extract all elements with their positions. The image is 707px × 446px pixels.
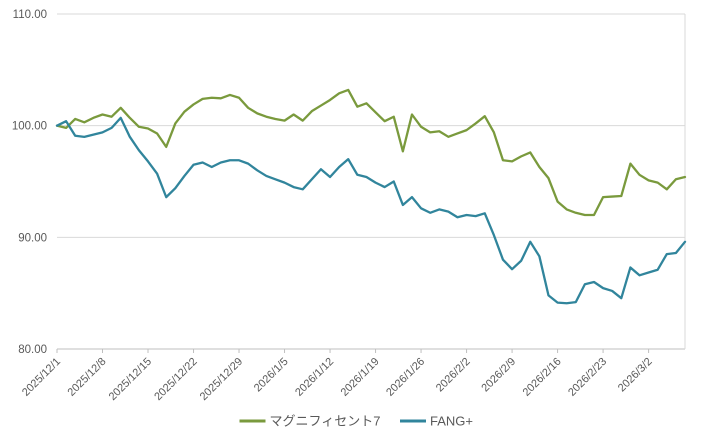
x-axis-label-4: 2025/12/29 xyxy=(198,356,245,403)
x-axis-label-12: 2026/2/23 xyxy=(566,356,609,399)
x-axis-label-11: 2026/2/16 xyxy=(521,356,564,399)
y-axis-label-100: 100.00 xyxy=(12,121,47,133)
x-axis-label-3: 2025/12/22 xyxy=(152,356,199,403)
series-line-0 xyxy=(55,88,687,217)
x-axis-label-2: 2025/12/15 xyxy=(107,356,154,403)
x-axis-label-8: 2026/1/26 xyxy=(384,356,427,399)
x-axis-label-5: 2026/1/5 xyxy=(252,356,291,395)
x-axis-label-0: 2025/12/1 xyxy=(20,356,63,399)
legend-label-1: FANG+ xyxy=(430,414,473,429)
x-axis-label-10: 2026/2/9 xyxy=(479,356,518,395)
y-axis-label-90: 90.00 xyxy=(18,232,47,244)
x-axis-label-9: 2026/2/2 xyxy=(434,356,473,395)
y-axis-label-110: 110.00 xyxy=(13,9,47,21)
x-axis-label-7: 2026/1/19 xyxy=(339,356,382,399)
x-axis-label-1: 2025/12/8 xyxy=(66,356,109,399)
legend-label-0: マグニフィセント7 xyxy=(270,414,381,429)
y-axis-label-80: 80.00 xyxy=(18,344,47,356)
series-line-1 xyxy=(55,116,687,305)
x-axis-label-13: 2026/3/2 xyxy=(616,356,655,395)
x-axis-label-6: 2026/1/12 xyxy=(293,356,336,399)
